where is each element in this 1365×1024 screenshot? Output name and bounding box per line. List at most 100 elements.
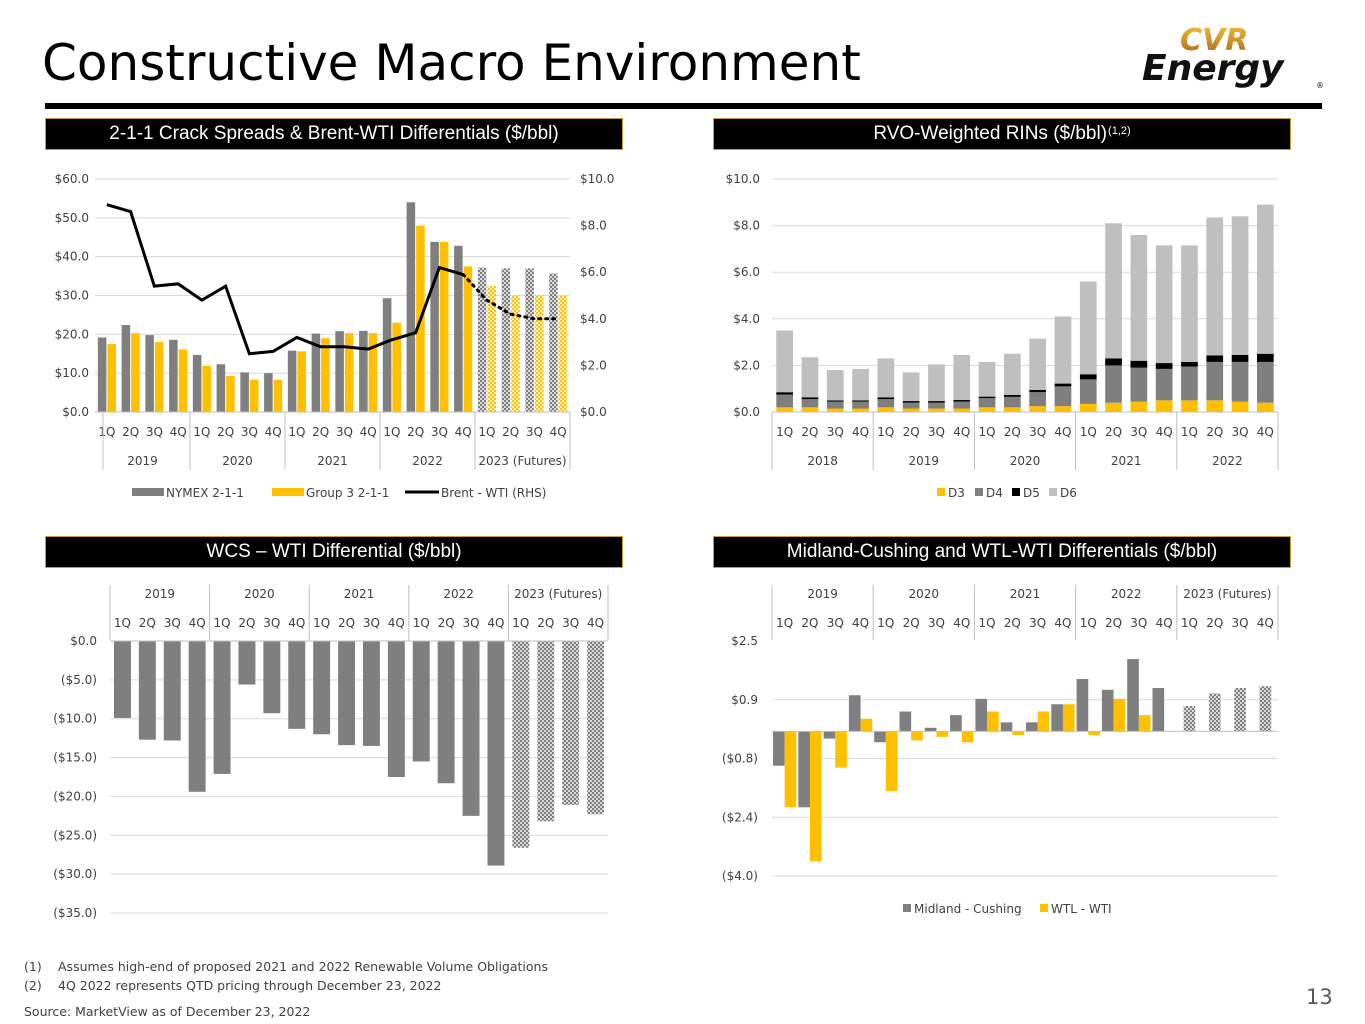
wcs-y-tick: ($25.0)	[53, 828, 97, 842]
wcs-x-quarter: 1Q	[114, 616, 131, 630]
midland-x-year: 2020	[909, 587, 940, 601]
midland-y-tick: $2.5	[731, 634, 758, 648]
page-number: 13	[1306, 985, 1333, 1009]
rins-y-tick: $0.0	[733, 405, 760, 419]
rins-x-year: 2018	[807, 454, 838, 468]
wcs-x-quarter: 1Q	[313, 616, 330, 630]
crack-x-quarter: 4Q	[170, 425, 187, 439]
midland-bar-cushing	[1152, 688, 1165, 732]
rins-bar-d3	[1231, 401, 1249, 412]
rins-bar-d5	[928, 401, 945, 403]
midland-x-year: 2023 (Futures)	[1183, 587, 1271, 601]
rins-bar-d4	[1130, 367, 1148, 402]
midland-legend-label: Midland - Cushing	[914, 902, 1022, 916]
crack-x-quarter: 4Q	[360, 425, 377, 439]
rins-bar-d4	[902, 402, 920, 409]
rins-bar-d3	[852, 408, 869, 412]
rins-bar-d3	[1079, 403, 1097, 412]
rins-bar-d5	[1257, 353, 1274, 362]
source-note: Source: MarketView as of December 23, 20…	[24, 1004, 311, 1019]
wcs-x-quarter: 1Q	[512, 616, 529, 630]
midland-x-quarter: 2Q	[1004, 616, 1021, 630]
midland-x-quarter: 3Q	[827, 616, 844, 630]
rins-legend-swatch	[1012, 488, 1020, 496]
rins-bar-d5	[1155, 363, 1173, 369]
crack-x-quarter: 2Q	[312, 425, 329, 439]
crack-x-quarter: 1Q	[478, 425, 495, 439]
midland-legend-swatch	[903, 904, 911, 912]
midland-bar-cushing	[1183, 706, 1196, 732]
rins-bar-d5	[801, 397, 819, 400]
rins-bar-d5	[1004, 394, 1021, 397]
wcs-x-quarter: 1Q	[214, 616, 231, 630]
rins-legend-label: D3	[948, 486, 965, 500]
crack-x-quarter: 2Q	[502, 425, 519, 439]
rins-bar-d6	[826, 370, 844, 401]
crack-bar-nymex	[287, 350, 297, 412]
rins-bar-d6	[1105, 223, 1122, 359]
wcs-chart-title: WCS – WTI Differential ($/bbl)	[45, 536, 623, 568]
rins-legend-label: D4	[986, 486, 1003, 500]
wcs-x-quarter: 3Q	[263, 616, 280, 630]
rins-bar-d5	[1206, 355, 1224, 362]
rins-bar-d4	[877, 399, 895, 408]
crack-y-tick: $50.0	[55, 211, 89, 225]
rins-bar-d4	[1181, 366, 1198, 401]
wcs-y-tick: $0.0	[70, 634, 97, 648]
crack-y2-tick: $0.0	[580, 405, 607, 419]
rins-bar-d6	[1004, 353, 1021, 395]
rins-bar-d4	[1105, 365, 1122, 403]
midland-bar-cushing	[1259, 686, 1272, 732]
rins-bar-d5	[852, 400, 869, 402]
crack-x-quarter: 2Q	[407, 425, 424, 439]
wcs-x-quarter: 4Q	[487, 616, 504, 630]
crack-x-quarter: 3Q	[241, 425, 258, 439]
wcs-bar	[362, 641, 380, 746]
wcs-x-year: 2023 (Futures)	[514, 587, 602, 601]
wcs-x-quarter: 2Q	[338, 616, 355, 630]
crack-bar-nymex	[359, 330, 368, 412]
wcs-x-quarter: 1Q	[413, 616, 430, 630]
crack-bar-nymex	[335, 331, 344, 412]
logo-text-bottom: Energy	[1142, 48, 1285, 89]
wcs-bar	[163, 641, 181, 741]
wcs-x-quarter: 3Q	[363, 616, 380, 630]
wcs-bar	[437, 641, 455, 784]
midland-chart-title: Midland-Cushing and WTL-WTI Differential…	[713, 536, 1291, 568]
rins-bar-d6	[877, 358, 895, 398]
midland-bar-cushing	[924, 727, 937, 732]
midland-bar-cushing	[874, 731, 886, 743]
crack-y2-tick: $6.0	[580, 265, 607, 279]
rins-bar-d5	[902, 401, 920, 403]
rins-legend-swatch	[937, 488, 945, 496]
rins-bar-d6	[1206, 217, 1224, 356]
wcs-bar	[412, 641, 430, 762]
midland-bar-wtl	[911, 731, 923, 741]
crack-x-year: 2019	[127, 454, 158, 468]
logo-registered-mark: ®	[1316, 81, 1324, 90]
rins-x-quarter: 4Q	[1257, 425, 1274, 439]
midland-x-quarter: 2Q	[903, 616, 920, 630]
midland-bar-wtl	[860, 718, 873, 732]
page-title: Constructive Macro Environment	[42, 34, 861, 92]
rins-bar-d3	[1029, 406, 1046, 412]
crack-bar-group3	[131, 333, 140, 412]
crack-x-quarter: 4Q	[550, 425, 567, 439]
rins-bar-d5	[1054, 383, 1072, 387]
crack-x-quarter: 3Q	[526, 425, 543, 439]
wcs-x-year: 2019	[145, 587, 176, 601]
crack-x-year: 2022	[412, 454, 443, 468]
crack-y-tick: $60.0	[55, 172, 89, 186]
wcs-x-year: 2022	[443, 587, 474, 601]
crack-y-tick: $30.0	[55, 289, 89, 303]
crack-y2-tick: $4.0	[580, 312, 607, 326]
midland-bar-cushing	[975, 698, 988, 732]
rins-bar-d6	[1079, 281, 1097, 375]
crack-bar-nymex	[311, 333, 321, 412]
wcs-x-quarter: 4Q	[189, 616, 206, 630]
midland-chart-title-text: Midland-Cushing and WTL-WTI Differential…	[786, 541, 1218, 562]
rins-bar-d3	[902, 408, 920, 412]
rins-bar-d4	[1004, 396, 1021, 408]
crack-bar-nymex	[192, 354, 202, 412]
rins-bar-d5	[877, 397, 895, 400]
